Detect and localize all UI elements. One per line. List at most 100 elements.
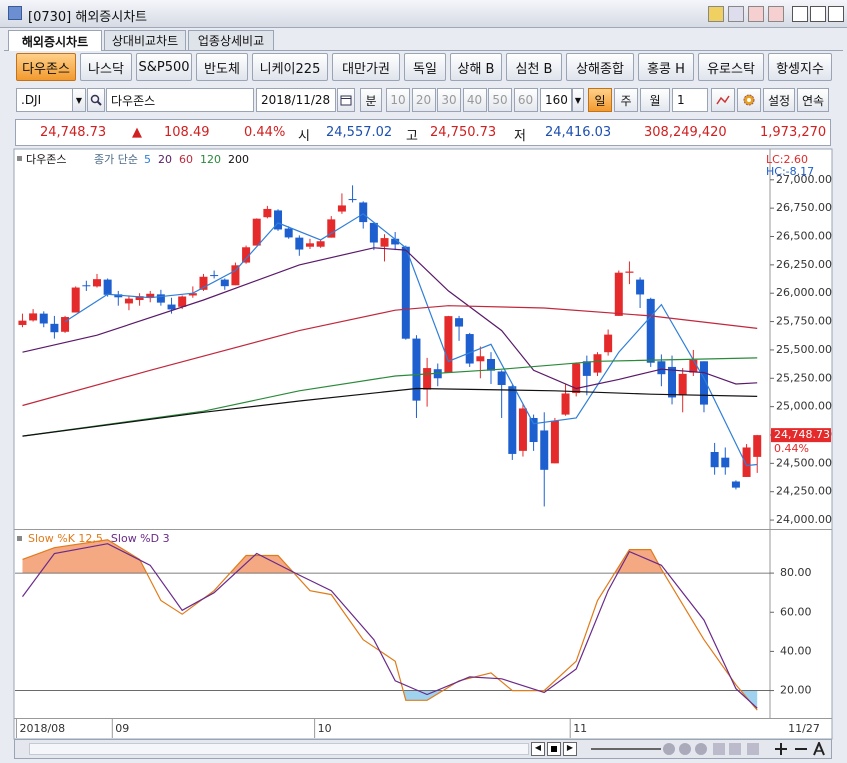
- legend-entry: 200: [228, 153, 249, 166]
- legend-title: 다우존스: [26, 153, 66, 166]
- candle-body: [284, 228, 293, 238]
- interval-button[interactable]: 10: [386, 88, 410, 112]
- zoom-slider[interactable]: [591, 748, 661, 750]
- candle-body: [487, 358, 496, 371]
- change-tag-label: 0.44%: [774, 442, 809, 455]
- candle-body: [71, 287, 80, 313]
- stop[interactable]: [547, 742, 561, 756]
- legend-entry: Slow %D 3: [111, 532, 170, 545]
- minus-icon[interactable]: [795, 743, 807, 755]
- icon[interactable]: [728, 6, 744, 22]
- candle-body: [92, 279, 101, 287]
- scroll-track[interactable]: [29, 743, 529, 755]
- scroll-right[interactable]: ▶: [563, 742, 577, 756]
- candle-body: [572, 363, 581, 394]
- zoom-icon[interactable]: [695, 743, 707, 755]
- market-button[interactable]: 다우존스: [16, 53, 76, 81]
- interval-button[interactable]: 30: [437, 88, 461, 112]
- count-input[interactable]: 160: [540, 88, 572, 112]
- y-tick-label: 25,250.00: [776, 371, 832, 384]
- y-tick-label: 20.00: [780, 684, 812, 697]
- date-input[interactable]: 2018/11/28: [256, 88, 336, 112]
- scroll-left[interactable]: ◀: [531, 742, 545, 756]
- price: 24,748.73: [40, 125, 107, 140]
- icon[interactable]: [708, 6, 724, 22]
- legend-marker: [17, 156, 22, 161]
- settings-button[interactable]: 설정: [763, 88, 795, 112]
- candle-body: [497, 371, 506, 385]
- tool-icon[interactable]: [713, 743, 725, 755]
- tab[interactable]: 해외증시차트: [8, 30, 102, 51]
- icon[interactable]: [748, 6, 764, 22]
- market-button[interactable]: 상해종합: [566, 53, 634, 81]
- interval-button[interactable]: 60: [513, 88, 538, 112]
- count-arrow[interactable]: ▼: [572, 88, 584, 112]
- minute-button[interactable]: 분: [360, 88, 382, 112]
- combo-arrow[interactable]: ▼: [72, 88, 86, 112]
- icon[interactable]: [768, 6, 784, 22]
- candle-body: [465, 334, 474, 364]
- candle-body: [348, 199, 357, 201]
- search-button[interactable]: [87, 88, 105, 112]
- tool-icon[interactable]: [747, 743, 759, 755]
- y-tick-label: 26,000.00: [776, 286, 832, 299]
- tab[interactable]: 업종상세비교: [188, 30, 274, 50]
- plus-icon[interactable]: [775, 743, 787, 755]
- candle-body: [369, 222, 378, 243]
- candle-body: [689, 359, 698, 373]
- calendar-icon: [340, 95, 352, 106]
- market-button[interactable]: 니케이225: [252, 53, 328, 81]
- legend-entry: 5: [144, 153, 151, 166]
- tool-icon[interactable]: [729, 743, 741, 755]
- market-button[interactable]: 홍콩 H: [638, 53, 694, 81]
- window-title: [0730] 해외증시차트: [28, 10, 148, 25]
- maximize-button[interactable]: [810, 6, 826, 22]
- market-button[interactable]: 반도체: [196, 53, 248, 81]
- y-tick-label: 24,000.00: [776, 513, 832, 526]
- moving-average: [22, 247, 758, 390]
- market-button[interactable]: 대만가권: [332, 53, 400, 81]
- symbol-name: 다우존스: [106, 88, 254, 112]
- candle-body: [359, 202, 368, 223]
- price-tag-label: 24,748.73: [774, 428, 830, 441]
- font-icon[interactable]: [813, 740, 825, 756]
- zoom-icon[interactable]: [679, 743, 691, 755]
- interval-button[interactable]: 40: [462, 88, 487, 112]
- oversold-fill: [403, 690, 758, 711]
- market-button[interactable]: 독일: [404, 53, 446, 81]
- y-tick-label: 26,500.00: [776, 230, 832, 243]
- market-button[interactable]: 유로스탁: [698, 53, 764, 81]
- continuous-button[interactable]: 연속: [797, 88, 829, 112]
- candle-body: [156, 294, 165, 303]
- overbought-fill: [22, 539, 758, 574]
- market-button[interactable]: 나스닥: [80, 53, 132, 81]
- zoom-icon[interactable]: [663, 743, 675, 755]
- legend-entry: 120: [200, 153, 221, 166]
- interval-button[interactable]: 20: [411, 88, 436, 112]
- close-button[interactable]: [828, 6, 844, 22]
- tool-button[interactable]: [711, 88, 735, 112]
- market-button[interactable]: 항셍지수: [768, 53, 832, 81]
- candle-body: [636, 279, 645, 295]
- stochastic-line: [22, 539, 758, 711]
- week-button[interactable]: 주: [614, 88, 638, 112]
- calendar-button[interactable]: [337, 88, 355, 112]
- candle-body: [391, 238, 400, 245]
- y-tick-label: 24,500.00: [776, 456, 832, 469]
- candle-body: [614, 272, 623, 316]
- market-button[interactable]: S&P500: [136, 53, 192, 81]
- candle-body: [731, 481, 740, 488]
- market-button[interactable]: 상해 B: [450, 53, 502, 81]
- interval-button[interactable]: 50: [488, 88, 512, 112]
- unit-input[interactable]: 1: [672, 88, 708, 112]
- candle-body: [668, 366, 677, 398]
- day-button[interactable]: 일: [588, 88, 612, 112]
- moving-average: [64, 213, 758, 467]
- market-button[interactable]: 심천 B: [506, 53, 562, 81]
- minimize-button[interactable]: [792, 6, 808, 22]
- month-button[interactable]: 월: [640, 88, 670, 112]
- tab[interactable]: 상대비교차트: [104, 30, 186, 50]
- gear-button[interactable]: [737, 88, 761, 112]
- candle-body: [167, 304, 176, 310]
